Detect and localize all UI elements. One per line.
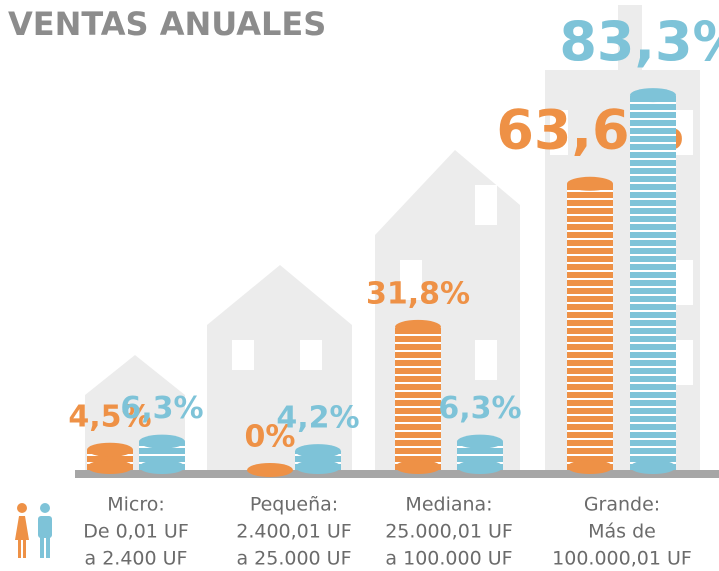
value-label: 6,3% — [438, 391, 521, 426]
coin-top — [139, 435, 185, 449]
coin-bottom — [567, 460, 613, 474]
chart: VENTAS ANUALES 4,5%0%31,8%63,6%6,3%4,2%6… — [0, 0, 719, 571]
coin-bottom — [87, 460, 133, 474]
category-label: 2.400,01 UF — [236, 521, 351, 543]
coin-bottom — [295, 460, 341, 474]
legend-icons — [15, 503, 52, 558]
coin-bottom — [630, 460, 676, 474]
coin-stack — [630, 95, 676, 470]
value-label: 4,2% — [276, 401, 359, 436]
coin-top — [630, 88, 676, 102]
coin-top — [87, 443, 133, 457]
coin-stack — [395, 327, 441, 470]
value-label: 6,3% — [120, 391, 203, 426]
coin-top — [395, 320, 441, 334]
value-label: 31,8% — [366, 276, 470, 311]
category-label: 25.000,01 UF — [385, 521, 513, 543]
chart-title: VENTAS ANUALES — [8, 5, 326, 43]
coin-top — [457, 435, 503, 449]
category-label: Más de — [588, 521, 656, 543]
category-label: a 2.400 UF — [85, 548, 188, 570]
coin-bottom — [457, 460, 503, 474]
category-label: De 0,01 UF — [83, 521, 189, 543]
coin-bottom — [395, 460, 441, 474]
category-label: a 100.000 UF — [385, 548, 512, 570]
coin-top — [567, 177, 613, 191]
category-label: Pequeña: — [250, 494, 338, 516]
category-label: Grande: — [584, 494, 660, 516]
coin-top — [295, 444, 341, 458]
coin-bottom — [139, 460, 185, 474]
category-label: 100.000,01 UF — [552, 548, 692, 570]
category-label: Mediana: — [405, 494, 492, 516]
coin-top — [247, 463, 293, 477]
category-label: Micro: — [107, 494, 165, 516]
coin-stack — [567, 184, 613, 470]
value-label: 83,3% — [559, 10, 719, 73]
category-label: a 25.000 UF — [236, 548, 351, 570]
